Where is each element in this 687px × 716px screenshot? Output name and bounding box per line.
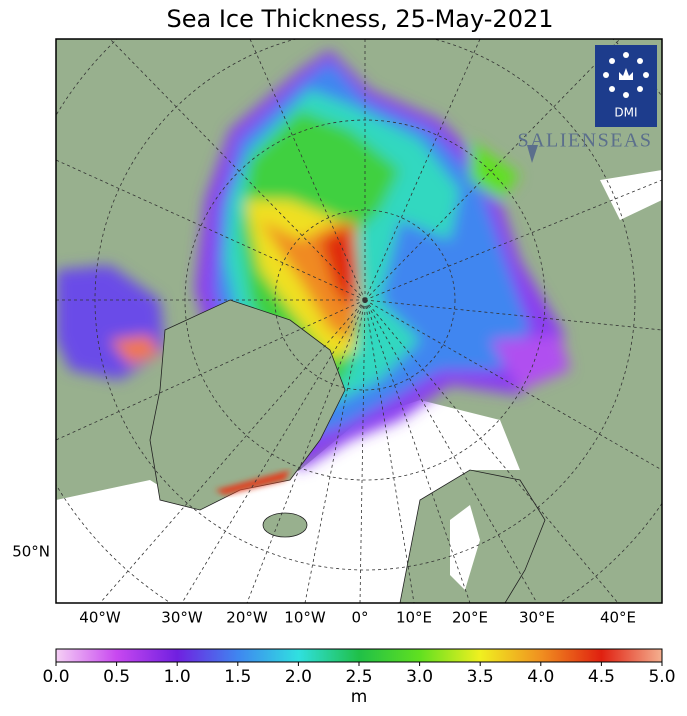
partner-label: SALIENSEAS [517,130,652,152]
map-title: Sea Ice Thickness, 25-May-2021 [166,5,553,33]
longitude-label: 40°E [600,609,636,627]
map-frame [55,38,663,604]
longitude-label: 10°W [284,609,326,627]
greenland [149,299,346,511]
graticule [56,39,662,603]
longitude-label: 20°E [452,609,488,627]
longitude-label: 30°W [161,609,203,627]
dmi-logo-dots [603,52,649,98]
longitude-label: 30°E [519,609,555,627]
dmi-label: DMI [614,106,637,120]
colorbar-tick-label: 1.0 [164,667,191,687]
longitude-label: 10°E [396,609,432,627]
colorbar-tick-label: 2.5 [345,667,372,687]
iceland [262,512,308,538]
longitude-label: 0° [351,609,368,627]
colorbar [55,648,663,663]
map: DMI SALIENSEAS [56,39,662,603]
colorbar-label: m [351,687,368,707]
colorbar-tick-label: 0.0 [42,667,69,687]
open-ocean [56,400,520,603]
open-ocean [600,170,662,220]
colorbar-tick-label: 3.5 [467,667,494,687]
colorbar-tick-label: 4.5 [588,667,615,687]
dmi-logo [595,45,657,127]
colorbar-tick-label: 5.0 [648,667,675,687]
latitude-label: 50°N [12,543,50,561]
partner-icon [527,145,538,163]
colorbar-tick-label: 3.0 [406,667,433,687]
longitude-label: 20°W [226,609,268,627]
longitude-label: 40°W [79,609,121,627]
coastal-ice [215,470,290,495]
colorbar-tick-label: 2.0 [285,667,312,687]
baltic-sea [450,505,480,590]
colorbar-tick-label: 0.5 [103,667,130,687]
colorbar-tick-label: 4.0 [527,667,554,687]
colorbar-tick-label: 1.5 [224,667,251,687]
